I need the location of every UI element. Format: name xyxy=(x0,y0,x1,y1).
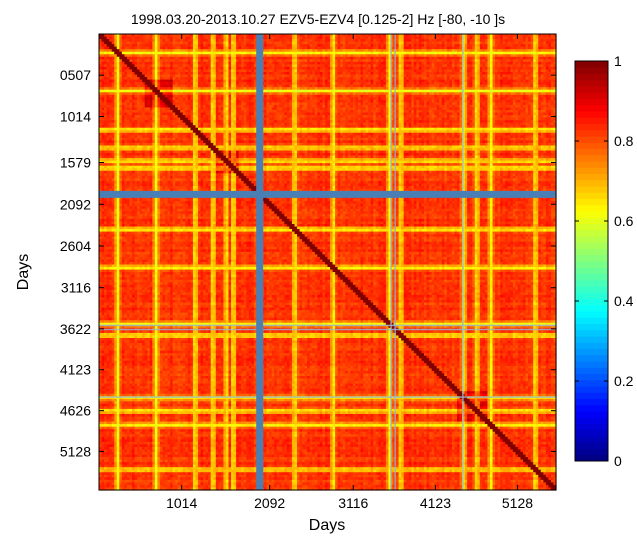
chart-title: 1998.03.20-2013.10.27 EZV5-EZV4 [0.125-2… xyxy=(131,11,505,27)
heatmap xyxy=(99,34,557,491)
